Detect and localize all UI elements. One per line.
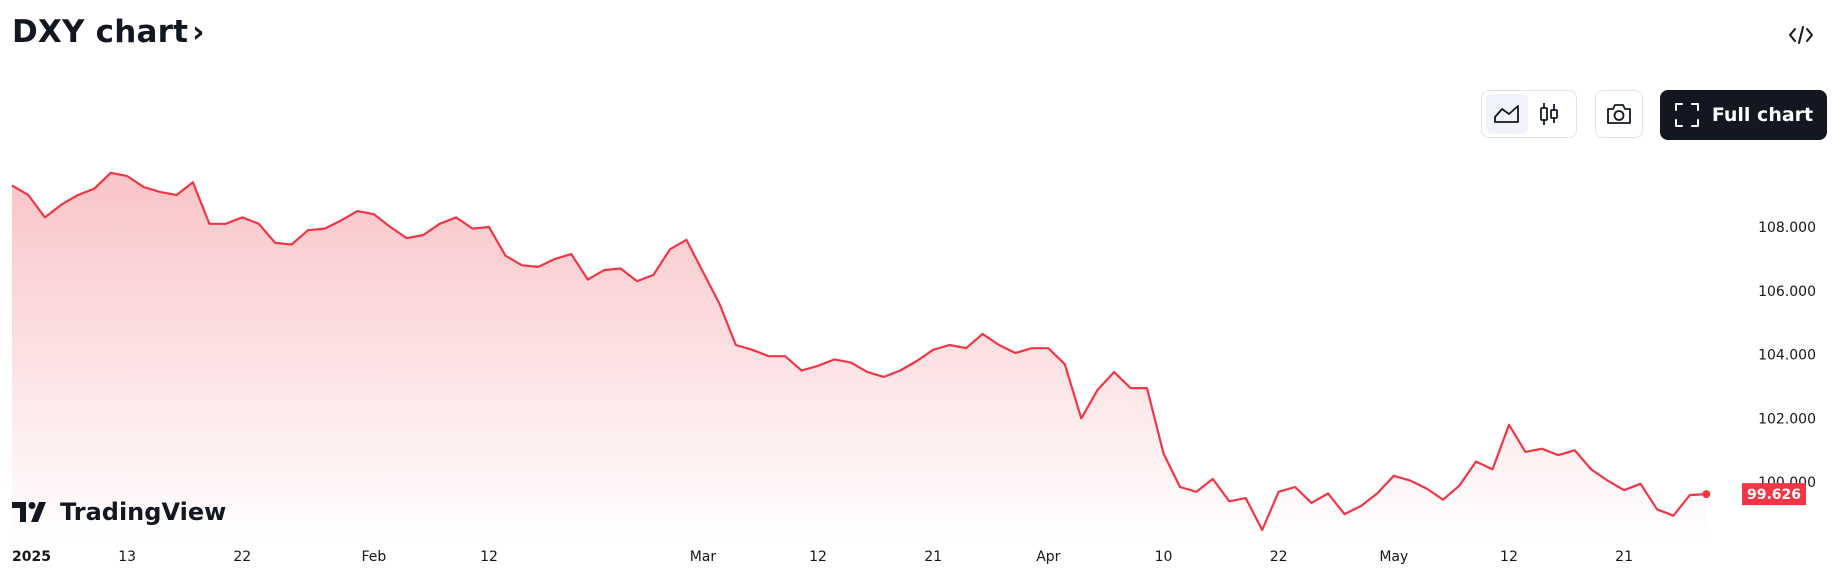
candles-chart-style-button[interactable] — [1528, 94, 1570, 134]
snapshot-button[interactable] — [1595, 90, 1643, 138]
x-tick-label: 21 — [924, 549, 942, 565]
x-tick-label: Mar — [690, 549, 717, 565]
x-tick-label: 10 — [1155, 549, 1173, 565]
title-text: DXY chart — [12, 14, 189, 50]
x-tick-label: 22 — [233, 549, 251, 565]
x-tick-label: 21 — [1615, 549, 1633, 565]
y-tick-label: 108.000 — [1758, 220, 1816, 236]
full-chart-label: Full chart — [1711, 104, 1814, 126]
x-tick-label: 13 — [118, 549, 136, 565]
x-tick-label: 22 — [1270, 549, 1288, 565]
x-tick-label: 2025 — [12, 549, 51, 565]
tradingview-logo[interactable]: TradingView — [12, 498, 226, 526]
page-title[interactable]: DXY chart › — [12, 14, 205, 50]
x-tick-label: 12 — [480, 549, 498, 565]
y-tick-label: 104.000 — [1758, 348, 1816, 364]
last-price-dot — [1702, 490, 1711, 499]
last-price-badge — [1742, 483, 1806, 506]
x-tick-label: May — [1379, 549, 1408, 565]
price-line — [11, 171, 1707, 532]
area-chart-icon — [1494, 105, 1519, 123]
area-fill — [12, 172, 1707, 543]
chevron-right-icon: › — [192, 14, 205, 50]
y-tick-label: 102.000 — [1758, 411, 1816, 427]
x-tick-label: 12 — [1500, 549, 1518, 565]
chart-style-switcher — [1481, 90, 1577, 138]
x-tick-label: 12 — [809, 549, 827, 565]
full-chart-button[interactable]: Full chart — [1660, 90, 1827, 140]
candlestick-icon — [1540, 103, 1558, 125]
code-icon — [1789, 26, 1813, 44]
fullscreen-icon — [1674, 103, 1699, 127]
x-tick-label: Apr — [1036, 549, 1060, 565]
area-chart-style-button[interactable] — [1486, 94, 1528, 134]
x-tick-label: Feb — [362, 549, 387, 565]
embed-code-button[interactable] — [1786, 20, 1816, 50]
tradingview-logo-icon — [12, 502, 46, 522]
last-price-label: 99.626 — [1747, 487, 1801, 503]
tradingview-logo-text: TradingView — [60, 498, 227, 526]
y-tick-label: 106.000 — [1758, 284, 1816, 300]
camera-icon — [1607, 104, 1631, 124]
